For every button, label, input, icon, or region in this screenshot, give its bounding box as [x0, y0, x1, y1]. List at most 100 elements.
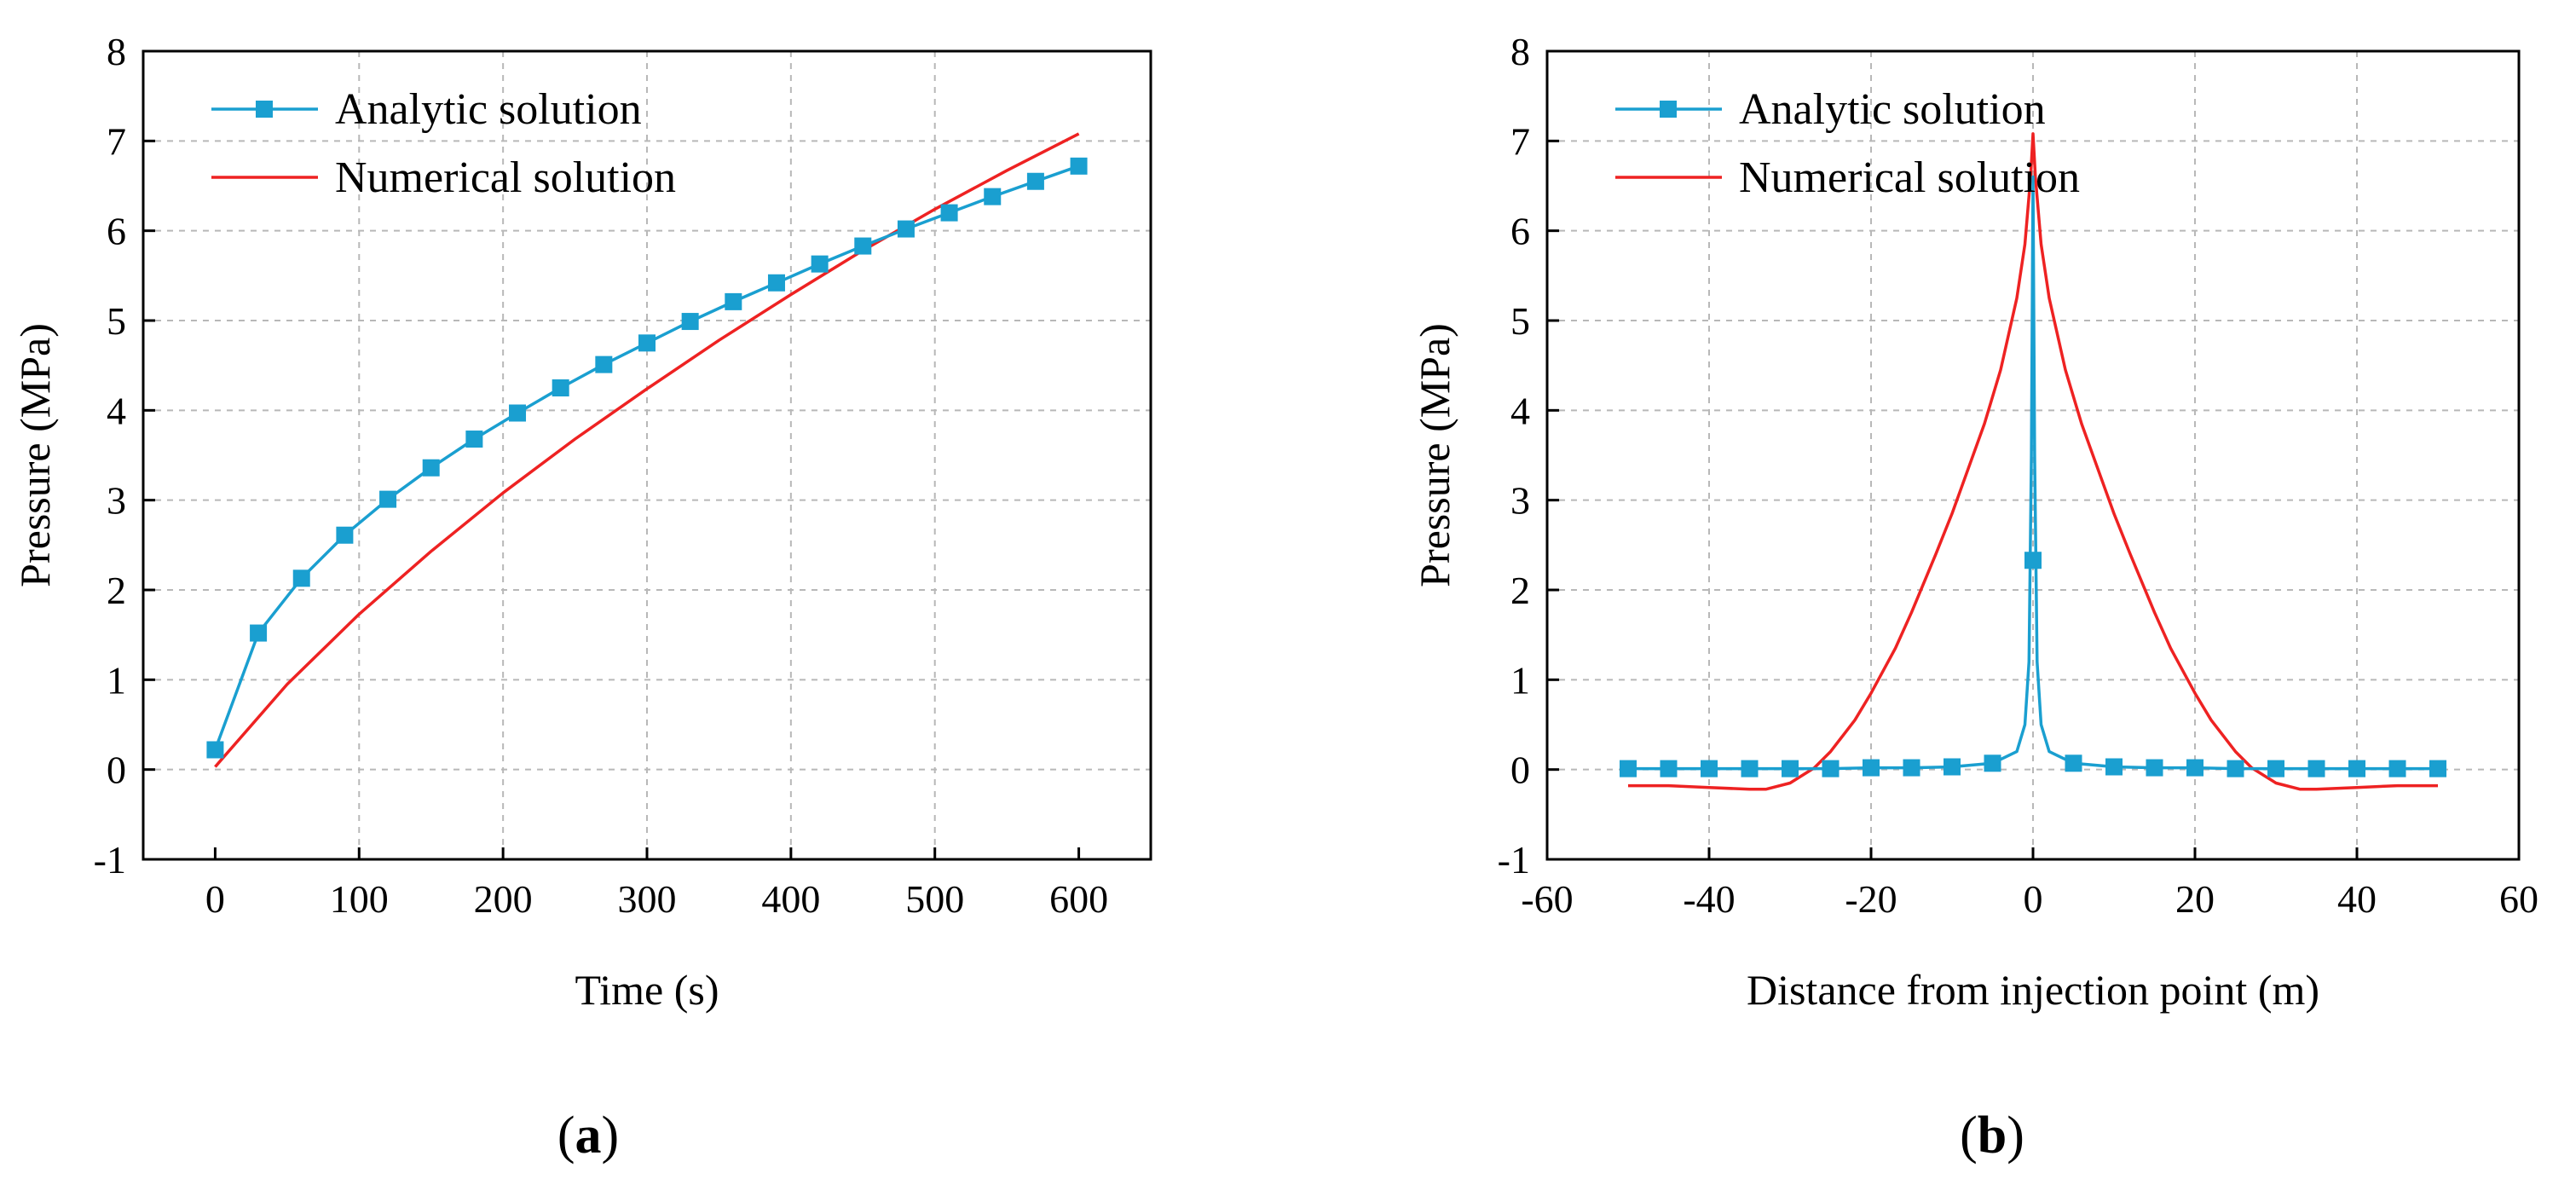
data-point	[292, 569, 310, 587]
series-markers-analytic	[1620, 552, 2446, 777]
chart-a: 0 100 200 300 400 500 600 -1 0 1 2 3 4 5 6 7 8 Time (s) Pr…	[11, 30, 1152, 1014]
x-tick-label: -20	[1845, 877, 1897, 921]
data-point	[336, 526, 354, 544]
data-point	[250, 624, 268, 642]
data-point	[897, 220, 915, 238]
y-tick-label: 8	[1510, 30, 1530, 73]
legend: Analytic solution Numerical solution	[211, 85, 676, 202]
data-point	[552, 379, 569, 396]
data-point	[2024, 552, 2042, 569]
data-point	[1944, 758, 1961, 776]
data-point	[1026, 172, 1044, 190]
y-tick-label: 6	[107, 210, 126, 253]
gridlines	[1547, 51, 2519, 859]
data-point	[811, 255, 829, 273]
data-point	[595, 356, 613, 373]
chart-b: -60 -40 -20 0 20 40 60 -1 0 1 2 3 4 5 6 7 8 Distance from…	[1411, 30, 2538, 1014]
x-axis-title: Distance from injection point (m)	[1747, 966, 2319, 1014]
panel-label-b: (b)	[1960, 1107, 2024, 1165]
panel-label-a: (a)	[557, 1107, 619, 1165]
tick-labels: 0 100 200 300 400 500 600 -1 0 1 2 3 4 5 6 7 8	[94, 30, 1108, 921]
y-tick-label: 1	[1510, 658, 1530, 702]
x-axis-title: Time (s)	[575, 966, 719, 1014]
data-point	[1620, 760, 1637, 777]
y-tick-label: 3	[107, 479, 126, 523]
data-point	[1741, 760, 1759, 777]
data-point	[2388, 760, 2406, 777]
tick-labels: -60 -40 -20 0 20 40 60 -1 0 1 2 3 4 5 6 7 8	[1498, 30, 2538, 921]
data-point	[465, 431, 483, 448]
series-line-analytic	[1628, 175, 2438, 771]
y-tick-label: 3	[1510, 479, 1530, 523]
data-point	[1070, 157, 1088, 175]
data-point	[638, 334, 656, 352]
x-tick-label: 0	[2024, 877, 2043, 921]
legend-marker-analytic	[256, 101, 273, 118]
data-point	[2307, 760, 2325, 777]
x-tick-label: 0	[205, 877, 225, 921]
x-tick-label: 300	[618, 877, 677, 921]
data-point	[767, 274, 785, 292]
y-tick-label: 0	[1510, 749, 1530, 792]
series-markers-analytic	[206, 157, 1088, 759]
y-tick-label: 5	[1510, 299, 1530, 343]
x-tick-label: 40	[2337, 877, 2377, 921]
data-point	[984, 188, 1002, 205]
data-point	[2348, 760, 2365, 777]
legend: Analytic solution Numerical solution	[1615, 85, 2080, 202]
legend-marker-analytic	[1660, 101, 1677, 118]
data-point	[2065, 754, 2082, 772]
legend-label-numerical: Numerical solution	[335, 153, 676, 202]
data-point	[1863, 759, 1880, 777]
y-tick-label: -1	[1498, 838, 1530, 882]
x-tick-label: -40	[1683, 877, 1735, 921]
x-tick-label: 100	[330, 877, 389, 921]
data-point	[2186, 759, 2203, 777]
data-point	[1822, 760, 1840, 777]
y-tick-label: 2	[107, 569, 126, 612]
data-point	[379, 490, 397, 508]
y-axis-title: Pressure (MPa)	[1411, 323, 1458, 587]
data-point	[681, 313, 699, 331]
x-tick-label: 20	[2175, 877, 2215, 921]
legend-label-analytic: Analytic solution	[1739, 85, 2046, 134]
y-tick-label: 2	[1510, 569, 1530, 612]
data-point	[1701, 760, 1718, 777]
data-point	[1984, 754, 2001, 772]
data-point	[422, 459, 440, 477]
y-tick-label: 7	[107, 119, 126, 163]
y-tick-label: 6	[1510, 210, 1530, 253]
y-tick-label: 7	[1510, 119, 1530, 163]
data-point	[1782, 760, 1799, 777]
series-line-numerical	[214, 132, 1080, 768]
data-point	[2429, 760, 2446, 777]
data-point	[1903, 759, 1920, 777]
x-tick-label: 60	[2499, 877, 2538, 921]
data-point	[2146, 759, 2163, 777]
legend-label-analytic: Analytic solution	[335, 85, 642, 134]
data-point	[854, 237, 872, 255]
data-point	[725, 292, 742, 310]
series-line-numerical	[1628, 132, 2438, 791]
legend-label-numerical: Numerical solution	[1739, 153, 2080, 202]
y-tick-label: 5	[107, 299, 126, 343]
y-tick-label: -1	[94, 838, 126, 882]
y-axis-title: Pressure (MPa)	[11, 323, 59, 587]
y-tick-label: 0	[107, 749, 126, 792]
y-tick-label: 1	[107, 658, 126, 702]
x-tick-label: 600	[1049, 877, 1108, 921]
x-tick-label: -60	[1521, 877, 1573, 921]
data-point	[1660, 760, 1678, 777]
x-tick-label: 200	[474, 877, 533, 921]
data-point	[509, 404, 527, 422]
gridlines	[143, 51, 1151, 859]
data-point	[2267, 760, 2284, 777]
x-tick-label: 500	[905, 877, 964, 921]
data-point	[2227, 760, 2244, 777]
data-point	[940, 204, 958, 222]
x-tick-label: 400	[761, 877, 820, 921]
data-point	[206, 741, 224, 759]
y-tick-label: 8	[107, 30, 126, 73]
y-tick-label: 4	[107, 389, 126, 432]
